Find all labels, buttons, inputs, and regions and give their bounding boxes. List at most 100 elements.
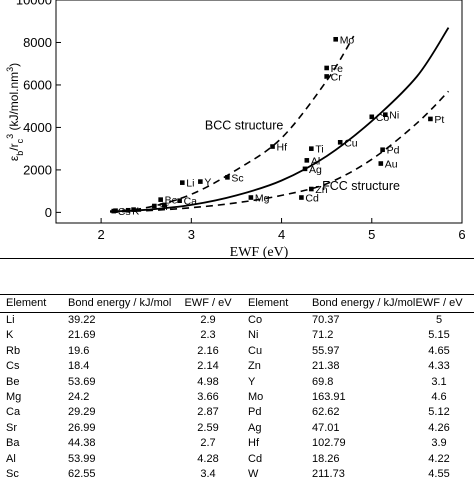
data-point: [305, 158, 310, 163]
cell-bond-energy: 24.2: [62, 390, 174, 405]
point-label: Mg: [255, 193, 270, 205]
y-tick-label: 2000: [23, 162, 52, 177]
cell-element: K: [0, 328, 62, 343]
cell-ewf: 3.1: [404, 375, 474, 390]
y-tick-label: 4000: [23, 120, 52, 135]
cell-ewf: 2.59: [174, 421, 242, 436]
y-axis-label: εb/rc3 (kJ/mol.nm3): [5, 63, 25, 161]
y-tick-label: 8000: [23, 35, 52, 50]
cell-ewf: 4.6: [404, 390, 474, 405]
x-tick-label: 4: [278, 227, 285, 242]
cell-bond-energy: 18.4: [62, 359, 174, 374]
cell-ewf: 2.3: [174, 328, 242, 343]
y-tick-label: 10000: [16, 0, 52, 8]
cell-bond-energy: 18.26: [306, 452, 404, 467]
table-header-row: Element Bond energy / kJ/mol EWF / eV El…: [0, 295, 474, 313]
point-label: Ag: [309, 164, 322, 176]
cell-bond-energy: 29.29: [62, 405, 174, 420]
x-tick-label: 5: [368, 227, 375, 242]
cell-element: Hf: [242, 436, 306, 451]
cell-element: Mg: [0, 390, 62, 405]
point-label: Hf: [277, 142, 288, 154]
cell-element: Li: [0, 313, 62, 329]
data-point: [303, 167, 308, 172]
data-point: [369, 115, 374, 120]
header-bond-energy-2: Bond energy / kJ/mol: [306, 295, 404, 313]
cell-bond-energy: 102.79: [306, 436, 404, 451]
header-ewf-2: EWF / eV: [404, 295, 474, 313]
cell-bond-energy: 55.97: [306, 344, 404, 359]
cell-bond-energy: 44.38: [62, 436, 174, 451]
cell-ewf: 2.87: [174, 405, 242, 420]
x-axis-label: EWF (eV): [230, 245, 289, 258]
data-point: [249, 195, 254, 200]
structure-annotation: BCC structure: [205, 119, 284, 133]
y-tick-label: 6000: [23, 77, 52, 92]
data-point: [380, 147, 385, 152]
header-element-1: Element: [0, 295, 62, 313]
cell-bond-energy: 62.62: [306, 405, 404, 420]
cell-element: Co: [242, 313, 306, 329]
cell-ewf: 2.7: [174, 436, 242, 451]
point-label: Ca: [184, 196, 198, 208]
point-label: Li: [186, 178, 194, 190]
data-point: [111, 209, 116, 214]
cell-bond-energy: 21.38: [306, 359, 404, 374]
data-point: [324, 74, 329, 79]
cell-ewf: 2.14: [174, 359, 242, 374]
cell-bond-energy: 62.55: [62, 467, 174, 482]
data-point: [152, 204, 157, 209]
cell-ewf: 5.15: [404, 328, 474, 343]
header-ewf-1: EWF / eV: [174, 295, 242, 313]
point-label: Pt: [434, 114, 444, 126]
cell-bond-energy: 21.69: [62, 328, 174, 343]
data-point: [270, 144, 275, 149]
point-label: Co: [376, 112, 390, 124]
cell-bond-energy: 26.99: [62, 421, 174, 436]
cell-element: Pd: [242, 405, 306, 420]
data-table-panel: Element Bond energy / kJ/mol EWF / eV El…: [0, 258, 474, 475]
cell-element: Ni: [242, 328, 306, 343]
cell-ewf: 4.98: [174, 375, 242, 390]
cell-element: Mo: [242, 390, 306, 405]
point-label: Cr: [331, 71, 343, 83]
data-point: [177, 198, 182, 203]
data-point: [309, 187, 314, 192]
cell-element: Cu: [242, 344, 306, 359]
point-label: Ti: [315, 144, 323, 156]
point-label: Ni: [389, 110, 399, 122]
cell-ewf: 4.22: [404, 452, 474, 467]
cell-element: Ba: [0, 436, 62, 451]
cell-bond-energy: 211.73: [306, 467, 404, 482]
cell-element: Cd: [242, 452, 306, 467]
point-label: Sr: [158, 201, 169, 213]
y-axis-label-units: (kJ/mol.nm: [7, 72, 21, 134]
cell-bond-energy: 19.6: [62, 344, 174, 359]
cell-element: Al: [0, 452, 62, 467]
cell-bond-energy: 163.91: [306, 390, 404, 405]
cell-ewf: 3.9: [404, 436, 474, 451]
data-point: [180, 180, 185, 185]
cell-ewf: 5.12: [404, 405, 474, 420]
cell-bond-energy: 70.37: [306, 313, 404, 329]
data-point: [225, 175, 230, 180]
cell-element: Y: [242, 375, 306, 390]
point-label: Pd: [387, 145, 400, 157]
cell-ewf: 4.65: [404, 344, 474, 359]
data-point: [324, 66, 329, 71]
point-label: Cs: [118, 206, 131, 218]
cell-ewf: 3.4: [174, 467, 242, 482]
y-axis-label-sub2: c: [15, 138, 25, 143]
